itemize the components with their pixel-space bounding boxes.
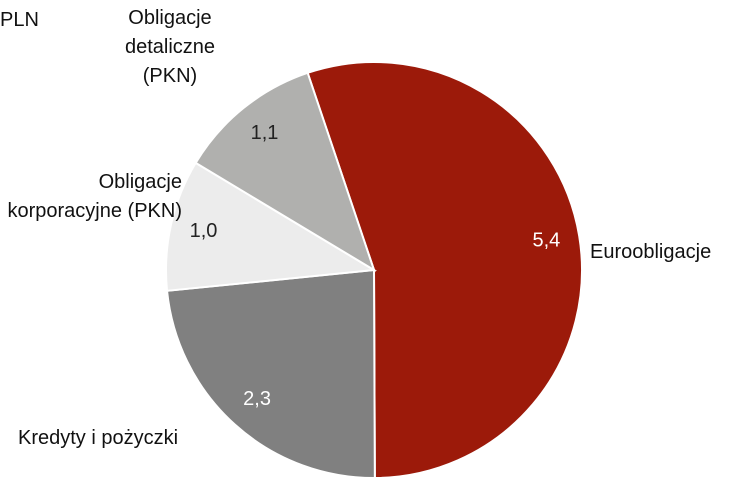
- value-label: 5,4: [532, 230, 560, 252]
- value-label: 1,0: [190, 220, 218, 242]
- pie-slice: [194, 71, 376, 273]
- pie-slice: [306, 61, 583, 479]
- category-label: Euroobligacje: [590, 241, 712, 263]
- value-label: 1,1: [251, 122, 279, 144]
- pie-slice: [165, 268, 376, 479]
- pie-slice: [165, 161, 378, 292]
- category-label: Kredyty i pożyczki: [18, 427, 179, 449]
- chart-title: PLN: [0, 9, 39, 31]
- value-label: 2,3: [243, 388, 271, 410]
- category-label: Obligacje detaliczne (PKN): [124, 7, 216, 87]
- category-label: Obligacje korporacyjne (PKN): [7, 171, 182, 222]
